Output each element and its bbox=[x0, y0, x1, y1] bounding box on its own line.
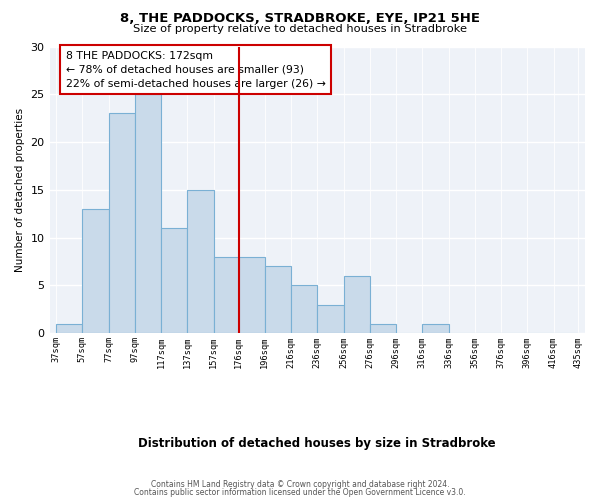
Text: Contains HM Land Registry data © Crown copyright and database right 2024.: Contains HM Land Registry data © Crown c… bbox=[151, 480, 449, 489]
Text: 8, THE PADDOCKS, STRADBROKE, EYE, IP21 5HE: 8, THE PADDOCKS, STRADBROKE, EYE, IP21 5… bbox=[120, 12, 480, 26]
Bar bbox=[344, 276, 370, 334]
Bar bbox=[370, 324, 396, 334]
Bar bbox=[239, 257, 265, 334]
Text: Size of property relative to detached houses in Stradbroke: Size of property relative to detached ho… bbox=[133, 24, 467, 34]
Y-axis label: Number of detached properties: Number of detached properties bbox=[15, 108, 25, 272]
Text: 8 THE PADDOCKS: 172sqm
← 78% of detached houses are smaller (93)
22% of semi-det: 8 THE PADDOCKS: 172sqm ← 78% of detached… bbox=[65, 51, 325, 89]
X-axis label: Distribution of detached houses by size in Stradbroke: Distribution of detached houses by size … bbox=[139, 437, 496, 450]
Bar bbox=[265, 266, 291, 334]
Bar bbox=[422, 324, 449, 334]
Bar bbox=[214, 257, 239, 334]
Bar bbox=[317, 304, 344, 334]
Text: Contains public sector information licensed under the Open Government Licence v3: Contains public sector information licen… bbox=[134, 488, 466, 497]
Bar bbox=[82, 209, 109, 334]
Bar bbox=[187, 190, 214, 334]
Bar bbox=[109, 114, 135, 334]
Bar bbox=[161, 228, 187, 334]
Bar bbox=[135, 94, 161, 334]
Bar bbox=[291, 286, 317, 334]
Bar bbox=[56, 324, 82, 334]
